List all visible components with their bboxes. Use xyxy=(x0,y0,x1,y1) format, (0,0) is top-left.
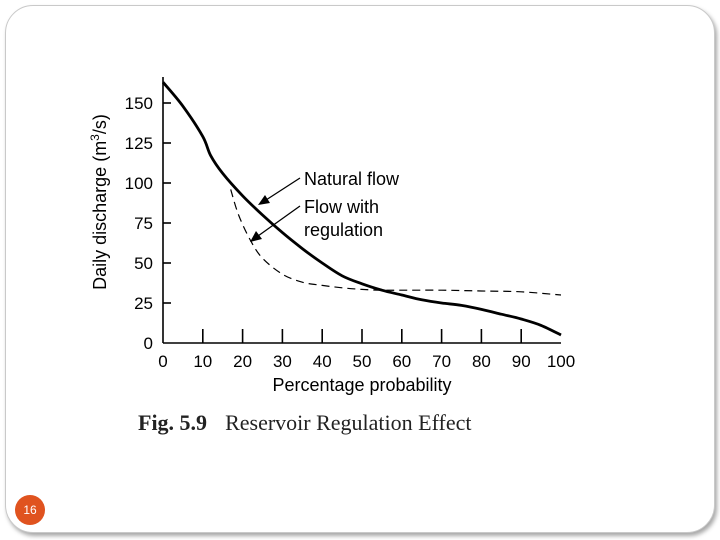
x-ticks: 0 10 20 30 40 50 60 70 80 90 100 xyxy=(158,329,575,371)
regulated-flow-label-line2: regulation xyxy=(304,220,383,240)
y-tick-label: 25 xyxy=(134,294,153,313)
y-tick-label: 100 xyxy=(125,174,153,193)
x-tick-label: 10 xyxy=(193,352,212,371)
series-group xyxy=(161,81,562,337)
slide-frame xyxy=(5,5,715,533)
x-tick-label: 70 xyxy=(432,352,451,371)
x-tick-label: 30 xyxy=(273,352,292,371)
x-tick-label: 90 xyxy=(512,352,531,371)
y-tick-label: 75 xyxy=(134,214,153,233)
y-axis-title-end: /s) xyxy=(90,114,110,134)
figure-title: Reservoir Regulation Effect xyxy=(225,410,472,435)
y-tick-label: 150 xyxy=(125,94,153,113)
figure-caption: Fig. 5.9 Reservoir Regulation Effect xyxy=(138,410,471,436)
y-axis-title: Daily discharge (m3/s) xyxy=(88,114,110,290)
y-ticks: 0 25 50 75 100 125 150 xyxy=(125,94,171,353)
natural-flow-line xyxy=(161,81,562,337)
natural-flow-pointer xyxy=(258,177,301,205)
x-tick-label: 60 xyxy=(392,352,411,371)
y-tick-label: 50 xyxy=(134,254,153,273)
y-tick-label: 125 xyxy=(125,134,153,153)
x-tick-label: 40 xyxy=(313,352,332,371)
y-axis-title-main: Daily discharge (m xyxy=(90,141,110,290)
page-number-badge: 16 xyxy=(15,495,45,525)
x-tick-label: 50 xyxy=(353,352,372,371)
x-axis-title: Percentage probability xyxy=(272,375,451,395)
regulated-flow-pointer xyxy=(250,205,301,242)
figure-number: Fig. 5.9 xyxy=(138,410,208,435)
x-tick-label: 100 xyxy=(547,352,575,371)
regulated-flow-label-line1: Flow with xyxy=(304,197,379,217)
regulated-flow-line xyxy=(230,189,562,296)
natural-flow-label: Natural flow xyxy=(304,169,400,189)
x-tick-label: 20 xyxy=(233,352,252,371)
x-tick-label: 0 xyxy=(158,352,167,371)
y-axis-title-sup: 3 xyxy=(88,134,102,141)
y-tick-label: 0 xyxy=(144,334,153,353)
x-tick-label: 80 xyxy=(472,352,491,371)
